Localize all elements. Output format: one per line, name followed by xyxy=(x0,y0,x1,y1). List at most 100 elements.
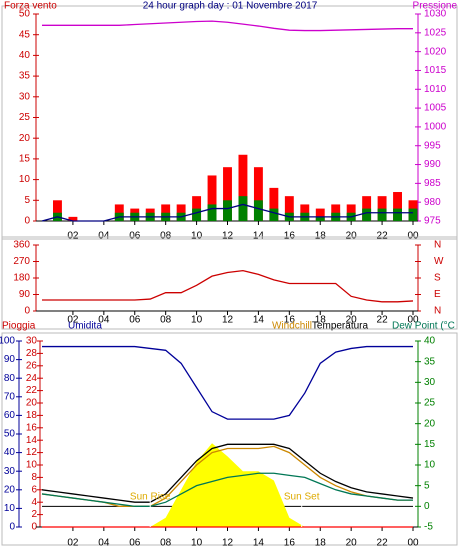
bar xyxy=(393,208,402,221)
y-tick-label: 0 xyxy=(9,522,15,533)
y-tick-label: 28 xyxy=(26,348,38,359)
y-tick-label: 40 xyxy=(424,336,436,347)
y-tick-label: 1010 xyxy=(424,84,447,95)
y-tick-label: 22 xyxy=(26,385,38,396)
x-tick-label: 12 xyxy=(222,538,234,549)
plot-frame xyxy=(1,332,458,546)
x-tick-label: 00 xyxy=(407,538,419,549)
x-tick-label: 16 xyxy=(284,231,296,242)
x-tick-label: 22 xyxy=(377,231,389,242)
y-tick-label: 1020 xyxy=(424,46,447,57)
y-tick-label: 980 xyxy=(424,197,441,208)
y-tick-label: 0 xyxy=(424,501,430,512)
bar xyxy=(408,208,418,221)
y-tick-label: 50 xyxy=(4,429,16,440)
legend-entry: Dew Point (°C xyxy=(392,321,455,332)
y-tick-label: 20 xyxy=(424,418,436,429)
y-tick-label: 30 xyxy=(19,91,31,102)
x-tick-label: 18 xyxy=(315,315,327,326)
x-tick-label: 14 xyxy=(253,538,265,549)
x-tick-label: 14 xyxy=(253,315,265,326)
legend-entry: Temperatura xyxy=(312,321,369,332)
bar xyxy=(207,204,217,221)
bar xyxy=(223,200,232,221)
bar xyxy=(269,208,279,221)
y-tick-label: 90 xyxy=(4,354,16,365)
y-tick-label: 70 xyxy=(4,391,16,402)
y-tick-label: 0 xyxy=(24,216,30,227)
bar xyxy=(315,216,325,221)
x-tick-label: 02 xyxy=(67,231,79,242)
y-tick-label: 990 xyxy=(424,159,441,170)
x-tick-label: 18 xyxy=(315,538,327,549)
line xyxy=(42,345,413,420)
x-tick-label: 04 xyxy=(98,315,110,326)
y-tick-label: 1030 xyxy=(424,9,447,20)
bar xyxy=(238,196,248,221)
y-tick-label: 50 xyxy=(19,9,31,20)
bar xyxy=(192,208,202,221)
bar xyxy=(253,167,263,221)
bar xyxy=(223,167,232,221)
y-tick-label: 5 xyxy=(24,195,30,206)
y-tick-label: 1025 xyxy=(424,27,447,38)
y-tick-label: N xyxy=(434,240,441,251)
y-tick-label: 30 xyxy=(424,377,436,388)
annotation: Sun Set xyxy=(284,492,320,503)
bar xyxy=(53,200,62,221)
y-tick-label: 100 xyxy=(0,336,15,347)
y-tick-label: 10 xyxy=(26,460,38,471)
y-tick-label: 0 xyxy=(31,522,37,533)
plot-frame xyxy=(1,236,458,330)
x-tick-label: 14 xyxy=(253,231,265,242)
x-tick-label: 06 xyxy=(129,231,141,242)
y-tick-label: 995 xyxy=(424,140,441,151)
x-tick-label: 16 xyxy=(284,538,296,549)
y-tick-label: 10 xyxy=(4,503,16,514)
x-tick-label: 22 xyxy=(377,538,389,549)
y-tick-label: 35 xyxy=(19,71,31,82)
x-tick-label: 02 xyxy=(67,315,79,326)
y-tick-label: 40 xyxy=(19,50,31,61)
y-tick-label: 20 xyxy=(4,484,16,495)
y-tick-label: 30 xyxy=(4,466,16,477)
y-tick-label: 26 xyxy=(26,360,38,371)
x-tick-label: 20 xyxy=(346,231,358,242)
y-tick-label: 25 xyxy=(424,398,436,409)
y-tick-label: 20 xyxy=(26,398,38,409)
y-tick-label: 30 xyxy=(26,336,38,347)
y-tick-label: S xyxy=(434,273,441,284)
y2-label: Pressione xyxy=(413,1,458,12)
legend-entry: Windchill xyxy=(272,321,312,332)
y-tick-label: 20 xyxy=(19,133,31,144)
y-tick-label: 6 xyxy=(31,484,37,495)
y-tick-label: 40 xyxy=(4,447,16,458)
y-tick-label: 60 xyxy=(4,410,16,421)
x-tick-label: 20 xyxy=(346,315,358,326)
x-tick-label: 22 xyxy=(377,315,389,326)
line xyxy=(42,270,414,303)
y-label: Forza vento xyxy=(4,1,57,12)
y-tick-label: 15 xyxy=(19,154,31,165)
x-tick-label: 00 xyxy=(407,315,419,326)
bar xyxy=(377,208,387,221)
y-tick-label: 15 xyxy=(424,439,436,450)
y-tick-label: 35 xyxy=(424,356,436,367)
x-tick-label: 18 xyxy=(315,231,327,242)
x-tick-label: 20 xyxy=(346,538,358,549)
x-tick-label: 00 xyxy=(407,231,419,242)
bar xyxy=(269,187,279,221)
x-tick-label: 08 xyxy=(160,538,172,549)
y-tick-label: 8 xyxy=(31,472,37,483)
y-tick-label: 16 xyxy=(26,422,38,433)
x-tick-label: 08 xyxy=(160,315,172,326)
y-tick-label: 10 xyxy=(19,174,31,185)
line xyxy=(42,20,413,32)
x-tick-label: 06 xyxy=(129,538,141,549)
bar xyxy=(253,200,263,221)
y-tick-label: 24 xyxy=(26,373,38,384)
bar xyxy=(68,216,78,221)
plot-frame xyxy=(1,5,458,240)
x-tick-label: 04 xyxy=(98,538,110,549)
